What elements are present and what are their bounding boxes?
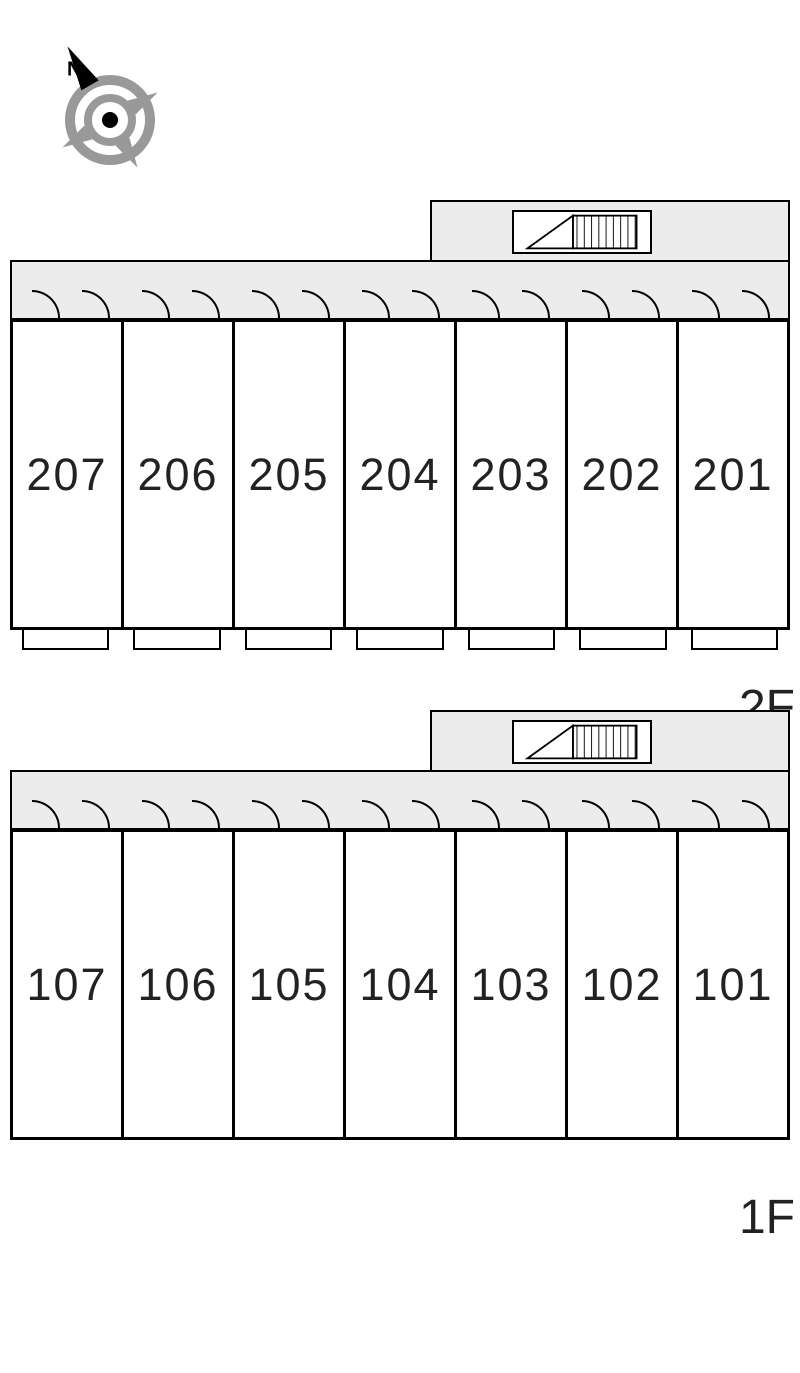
balcony [344,630,455,660]
unit-106: 106 [121,830,232,1140]
door-arc-icon [742,800,770,828]
door-arc-icon [692,800,720,828]
door-arc-icon [582,290,610,318]
door-arc-icon [82,290,110,318]
door-arc-icon [632,800,660,828]
balconies-2f [10,630,790,660]
door-arc-icon [32,290,60,318]
door-arc-icon [362,800,390,828]
unit-label: 106 [137,959,218,1011]
stair-landing-1f [430,710,790,770]
stair-icon [512,210,652,254]
stair-icon [512,720,652,764]
door-arc-icon [472,290,500,318]
unit-203: 203 [454,320,565,630]
unit-label: 205 [248,449,329,501]
balcony [233,630,344,660]
units-row-2f: 207 206 205 204 203 202 201 [10,320,790,630]
unit-label: 206 [137,449,218,501]
door-arc-icon [32,800,60,828]
balcony [567,630,678,660]
door-arc-icon [362,290,390,318]
compass-icon: N [30,20,190,205]
unit-label: 204 [359,449,440,501]
unit-label: 107 [26,959,107,1011]
unit-201: 201 [676,320,790,630]
door-arc-icon [302,290,330,318]
units-row-1f: 107 106 105 104 103 102 101 [10,830,790,1140]
unit-101: 101 [676,830,790,1140]
door-arc-icon [142,290,170,318]
balcony [456,630,567,660]
door-arc-icon [412,290,440,318]
unit-label: 202 [581,449,662,501]
unit-104: 104 [343,830,454,1140]
door-arc-icon [472,800,500,828]
unit-205: 205 [232,320,343,630]
door-arc-icon [142,800,170,828]
door-arc-icon [82,800,110,828]
unit-label: 102 [581,959,662,1011]
door-arc-icon [632,290,660,318]
door-arc-icon [192,290,220,318]
unit-102: 102 [565,830,676,1140]
floor-label-1f: 1F [739,1190,795,1245]
unit-label: 103 [470,959,551,1011]
unit-label: 207 [26,449,107,501]
unit-label: 201 [692,449,773,501]
unit-label: 203 [470,449,551,501]
unit-206: 206 [121,320,232,630]
unit-label: 105 [248,959,329,1011]
door-arc-icon [522,800,550,828]
balcony [121,630,232,660]
door-arc-icon [692,290,720,318]
door-arc-icon [742,290,770,318]
door-arc-icon [252,290,280,318]
floor-2-plan: 207 206 205 204 203 202 201 [10,260,790,660]
corridor-2f [10,260,790,320]
unit-label: 101 [692,959,773,1011]
door-arc-icon [302,800,330,828]
door-arc-icon [192,800,220,828]
door-arc-icon [582,800,610,828]
unit-202: 202 [565,320,676,630]
unit-107: 107 [10,830,121,1140]
compass-n-label: N [67,59,81,81]
balcony [10,630,121,660]
corridor-1f [10,770,790,830]
unit-105: 105 [232,830,343,1140]
unit-204: 204 [343,320,454,630]
door-arc-icon [412,800,440,828]
stair-landing-2f [430,200,790,260]
floor-1-plan: 107 106 105 104 103 102 101 [10,770,790,1140]
unit-103: 103 [454,830,565,1140]
door-arc-icon [252,800,280,828]
unit-label: 104 [359,959,440,1011]
balcony [679,630,790,660]
unit-207: 207 [10,320,121,630]
door-arc-icon [522,290,550,318]
